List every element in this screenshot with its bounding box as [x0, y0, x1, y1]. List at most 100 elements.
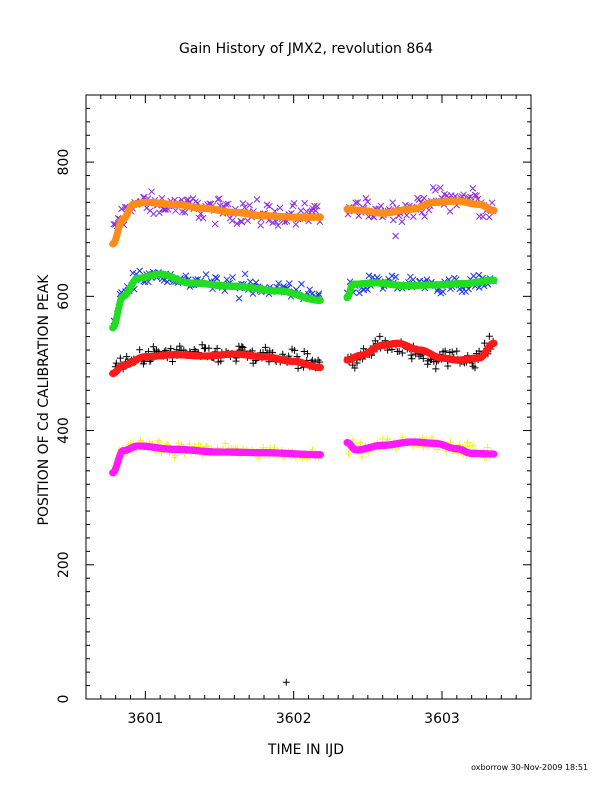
x-tick-label: 3601 — [128, 711, 164, 727]
x-axis: 3601 3602 3603 — [85, 95, 532, 727]
data-point — [265, 202, 273, 210]
data-point — [149, 343, 157, 351]
data-point — [312, 207, 320, 215]
data-point — [453, 347, 461, 355]
y-tick-label: 400 — [56, 417, 72, 444]
chart-title: Gain History of JMX2, revolution 864 — [179, 41, 433, 57]
data-point — [444, 362, 452, 370]
series — [109, 438, 498, 477]
data-point — [471, 191, 479, 199]
data-point — [313, 202, 321, 210]
data-point — [433, 287, 441, 295]
data-point — [190, 345, 198, 353]
data-point — [221, 439, 229, 447]
data-point — [485, 213, 493, 221]
data-point — [481, 339, 489, 347]
data-point — [419, 354, 427, 362]
data-point — [186, 440, 194, 448]
data-point — [170, 453, 178, 461]
data-point — [112, 359, 120, 367]
data-point — [274, 222, 282, 229]
y-tick-label: 600 — [56, 283, 72, 310]
trend-point — [490, 450, 498, 458]
data-point — [352, 199, 360, 207]
data-point — [392, 232, 399, 240]
data-point — [199, 214, 207, 222]
data-point — [389, 199, 396, 206]
data-point — [475, 347, 483, 355]
trend-point — [490, 206, 498, 215]
data-point — [469, 185, 477, 192]
data-point — [471, 364, 479, 372]
data-point — [389, 216, 397, 224]
data-point — [432, 186, 439, 194]
data-point — [292, 221, 300, 228]
data-point — [290, 199, 298, 207]
data-point — [304, 350, 312, 358]
data-point — [215, 195, 223, 202]
data-point — [136, 346, 144, 354]
data-point — [360, 345, 368, 353]
trend-point — [316, 451, 324, 459]
data-point — [439, 288, 447, 296]
data-point — [365, 272, 373, 280]
data-point — [301, 199, 308, 207]
data-point — [239, 200, 247, 207]
data-point — [261, 343, 269, 351]
data-point — [358, 453, 366, 461]
data-point — [315, 290, 323, 298]
series — [109, 339, 498, 378]
y-tick-label: 800 — [56, 149, 72, 176]
series — [282, 678, 290, 686]
data-point — [148, 188, 156, 196]
y-axis: 0 200 400 600 800 — [56, 94, 531, 703]
trend-point — [316, 296, 324, 304]
data-point — [211, 220, 219, 228]
data-point — [172, 207, 179, 214]
data-point — [353, 359, 361, 367]
data-point — [485, 332, 493, 340]
data-point — [222, 201, 230, 208]
data-layer — [109, 184, 498, 686]
data-point — [118, 205, 125, 213]
data-point — [345, 450, 353, 458]
data-point — [311, 202, 318, 210]
data-point — [285, 280, 293, 287]
data-point — [178, 208, 186, 216]
data-point — [441, 347, 449, 355]
data-point — [181, 209, 189, 216]
data-point — [408, 355, 416, 363]
data-point — [123, 353, 131, 361]
data-point — [356, 289, 363, 297]
data-point — [116, 354, 124, 362]
data-point — [362, 195, 370, 202]
data-point — [433, 445, 441, 453]
data-point — [282, 678, 290, 686]
data-point — [205, 344, 213, 352]
data-point — [294, 364, 302, 372]
data-point — [470, 272, 477, 280]
data-point — [466, 443, 474, 451]
data-point — [488, 199, 496, 207]
data-point — [475, 271, 483, 279]
data-point — [136, 267, 144, 275]
data-point — [253, 196, 261, 203]
data-point — [395, 347, 403, 355]
data-point — [398, 349, 406, 357]
data-point — [384, 435, 392, 443]
data-point — [483, 444, 491, 452]
trend-point — [490, 276, 498, 284]
data-point — [241, 270, 249, 278]
data-point — [213, 344, 221, 352]
data-point — [246, 201, 253, 209]
x-tick-label: 3602 — [276, 711, 312, 727]
trend-point — [316, 363, 324, 372]
data-point — [229, 273, 236, 281]
data-point — [428, 433, 436, 441]
data-point — [376, 332, 384, 340]
data-point — [420, 194, 428, 202]
data-point — [446, 208, 454, 215]
data-point — [169, 358, 177, 366]
data-point — [392, 273, 400, 281]
